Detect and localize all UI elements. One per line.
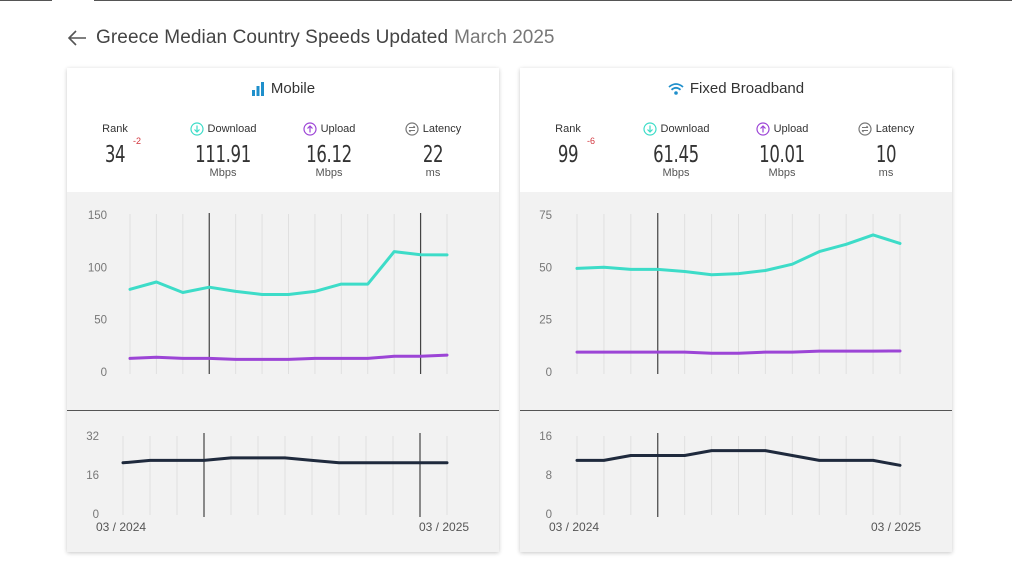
- fixed-card-title: Fixed Broadband: [520, 80, 952, 97]
- latency-label: Latency: [846, 122, 926, 136]
- y-tick-label: 0: [93, 509, 99, 519]
- mobile-summary: Mobile Rank 34 -2 Download 111.91 Mbps: [67, 68, 499, 192]
- y-tick-label: 16: [86, 470, 99, 482]
- x-axis-start-label: 03 / 2024: [549, 520, 600, 534]
- upload-icon: [755, 122, 770, 136]
- download-unit: Mbps: [662, 167, 690, 179]
- page-header: Greece Median Country Speeds Updated Mar…: [66, 24, 554, 52]
- x-axis-end-label: 03 / 2025: [419, 520, 470, 534]
- fixed-latency-chart: 0 8 16: [539, 431, 902, 519]
- upload-unit: Mbps: [768, 167, 796, 179]
- rank-value: 99: [557, 142, 579, 168]
- cellular-bars-icon: [251, 81, 264, 96]
- wifi-icon: [668, 82, 684, 95]
- upload-label-text: Upload: [320, 123, 356, 135]
- y-tick-label: 16: [539, 431, 552, 443]
- download-label-text: Download: [660, 123, 710, 135]
- back-arrow-icon[interactable]: [66, 27, 88, 49]
- download-label-text: Download: [207, 123, 257, 135]
- y-tick-label: 25: [539, 315, 552, 327]
- download-icon: [642, 122, 657, 136]
- download-label: Download: [183, 122, 263, 136]
- upload-value: 16.12: [306, 142, 352, 168]
- download-unit: Mbps: [209, 167, 237, 179]
- upload-label: Upload: [742, 122, 822, 136]
- x-axis-start-label: 03 / 2024: [96, 520, 147, 534]
- rank-metric: Rank 99: [528, 122, 608, 168]
- upload-label-text: Upload: [773, 123, 809, 135]
- mobile-card-title: Mobile: [67, 80, 499, 97]
- y-tick-label: 0: [546, 509, 552, 519]
- latency-metric: Latency 10 ms: [846, 122, 926, 179]
- upload-series-line[interactable]: [128, 353, 449, 361]
- latency-series-line[interactable]: [121, 456, 449, 465]
- latency-label-text: Latency: [875, 123, 915, 135]
- download-metric: Download 61.45 Mbps: [636, 122, 716, 179]
- upload-unit: Mbps: [315, 167, 343, 179]
- mobile-card: Mobile Rank 34 -2 Download 111.91 Mbps: [67, 68, 499, 552]
- download-label: Download: [636, 122, 716, 136]
- mobile-speed-chart: 0 50 100 150: [88, 210, 449, 379]
- top-border: [0, 0, 1012, 2]
- download-value: 61.45: [653, 142, 699, 168]
- upload-metric: Upload 16.12 Mbps: [289, 122, 369, 179]
- fixed-summary: Fixed Broadband Rank 99 -6 Download 61.4…: [520, 68, 952, 192]
- latency-unit: ms: [878, 167, 894, 179]
- y-tick-label: 50: [539, 262, 552, 274]
- rank-metric: Rank 34: [75, 122, 155, 168]
- latency-icon: [858, 122, 872, 136]
- y-tick-label: 50: [94, 315, 107, 327]
- latency-metric: Latency 22 ms: [393, 122, 473, 179]
- fixed-broadband-card: Fixed Broadband Rank 99 -6 Download 61.4…: [520, 68, 952, 552]
- rank-label: Rank: [102, 123, 128, 135]
- upload-series-line[interactable]: [575, 349, 902, 355]
- top-border-segment: [0, 0, 52, 1]
- fixed-speed-chart: 0 25 50 75: [539, 210, 902, 379]
- download-icon: [189, 122, 204, 136]
- chart-divider: [520, 410, 952, 411]
- page-title: Greece Median Country Speeds Updated: [96, 27, 449, 48]
- x-axis-end-label: 03 / 2025: [871, 520, 922, 534]
- latency-value: 22: [422, 142, 444, 168]
- y-tick-label: 75: [539, 210, 552, 222]
- download-series-line[interactable]: [575, 233, 902, 277]
- latency-label: Latency: [393, 122, 473, 136]
- download-series-line[interactable]: [128, 250, 449, 296]
- y-tick-label: 0: [546, 367, 552, 379]
- upload-value: 10.01: [759, 142, 805, 168]
- latency-series-line[interactable]: [575, 449, 902, 467]
- y-tick-label: 150: [88, 210, 107, 222]
- download-metric: Download 111.91 Mbps: [183, 122, 263, 179]
- upload-label: Upload: [289, 122, 369, 136]
- upload-metric: Upload 10.01 Mbps: [742, 122, 822, 179]
- mobile-latency-chart: 0 16 32: [86, 431, 449, 519]
- y-tick-label: 100: [88, 262, 107, 274]
- update-date: March 2025: [454, 27, 555, 48]
- rank-label: Rank: [555, 123, 581, 135]
- upload-icon: [302, 122, 317, 136]
- latency-label-text: Latency: [422, 123, 462, 135]
- rank-delta: -6: [587, 136, 596, 146]
- latency-unit: ms: [425, 167, 441, 179]
- mobile-title-label: Mobile: [270, 80, 316, 97]
- rank-value: 34: [104, 142, 126, 168]
- y-tick-label: 0: [101, 367, 107, 379]
- y-tick-label: 8: [546, 470, 552, 482]
- latency-value: 10: [875, 142, 897, 168]
- download-value: 111.91: [195, 142, 251, 168]
- rank-delta: -2: [133, 136, 142, 146]
- chart-divider: [67, 410, 499, 411]
- top-border-segment: [94, 0, 1012, 1]
- fixed-title-label: Fixed Broadband: [689, 80, 805, 97]
- latency-icon: [405, 122, 419, 136]
- y-tick-label: 32: [86, 431, 99, 443]
